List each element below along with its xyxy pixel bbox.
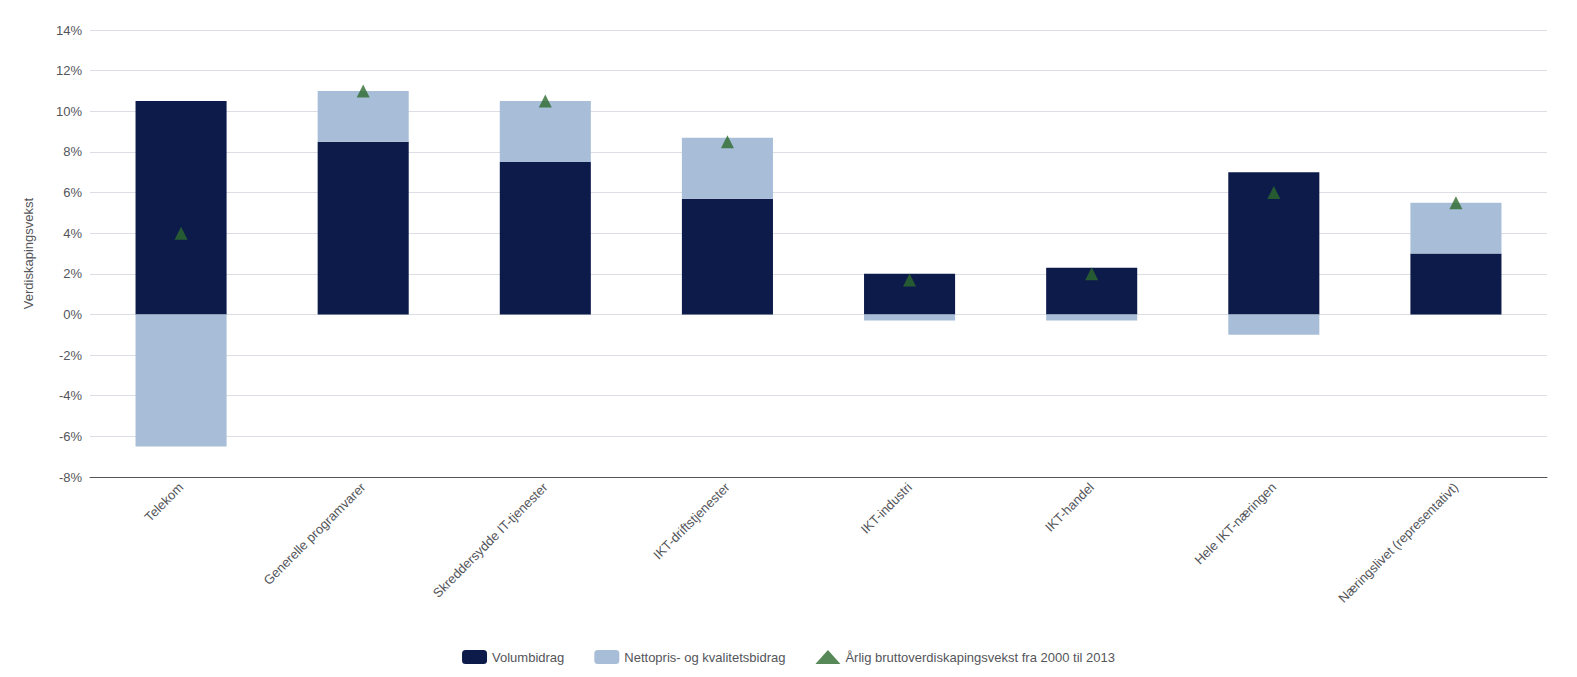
svg-text:IKT-industri: IKT-industri — [858, 480, 915, 537]
svg-text:Generelle programvarer: Generelle programvarer — [260, 479, 369, 588]
svg-text:IKT-handel: IKT-handel — [1042, 480, 1097, 535]
svg-text:-2%: -2% — [59, 348, 83, 363]
svg-text:-6%: -6% — [59, 429, 83, 444]
svg-text:6%: 6% — [63, 185, 82, 200]
svg-text:-4%: -4% — [59, 388, 83, 403]
svg-text:-8%: -8% — [59, 470, 83, 485]
svg-text:Skreddersydde IT-tjenester: Skreddersydde IT-tjenester — [430, 479, 551, 600]
svg-text:Nettopris- og kvalitetsbidrag: Nettopris- og kvalitetsbidrag — [624, 650, 785, 665]
svg-text:10%: 10% — [56, 104, 82, 119]
svg-text:0%: 0% — [63, 307, 82, 322]
svg-text:4%: 4% — [63, 226, 82, 241]
svg-text:8%: 8% — [63, 144, 82, 159]
svg-text:Verdiskapingsvekst: Verdiskapingsvekst — [21, 197, 36, 309]
svg-text:Næringslivet (representativt): Næringslivet (representativt) — [1335, 480, 1461, 606]
svg-text:14%: 14% — [56, 23, 82, 38]
svg-text:Hele IKT-næringen: Hele IKT-næringen — [1191, 480, 1279, 568]
svg-text:Årlig bruttoverdiskapingsvekst: Årlig bruttoverdiskapingsvekst fra 2000 … — [845, 650, 1115, 665]
svg-text:2%: 2% — [63, 266, 82, 281]
svg-text:12%: 12% — [56, 63, 82, 78]
svg-text:Telekom: Telekom — [142, 480, 187, 525]
svg-text:IKT-driftstjenester: IKT-driftstjenester — [650, 479, 733, 562]
svg-text:Volumbidrag: Volumbidrag — [492, 650, 564, 665]
